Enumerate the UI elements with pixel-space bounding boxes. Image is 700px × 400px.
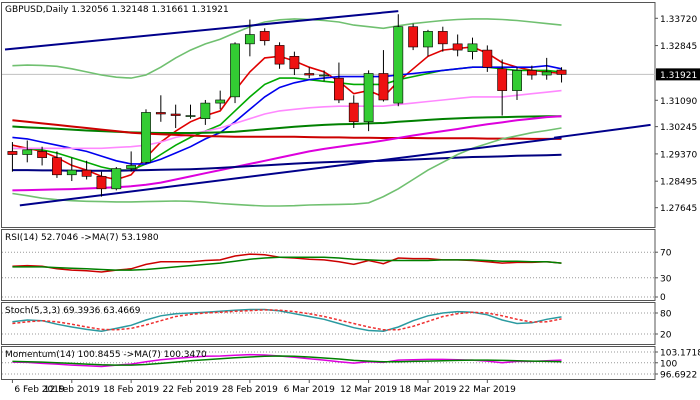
candle-body (66, 169, 77, 176)
candle-body (556, 69, 567, 75)
candle-body (155, 112, 166, 115)
y-tick-label: 1.30245 (660, 123, 697, 133)
candle-body (170, 113, 181, 116)
overlay-line-5 (12, 119, 562, 140)
candle-body (200, 102, 211, 119)
trendline-0 (4, 10, 399, 51)
candle-body (467, 43, 478, 52)
indicator-tick-label: 0 (660, 293, 666, 303)
candle-body (393, 26, 404, 104)
x-tick-label: 28 Feb 2019 (222, 385, 278, 395)
overlay-line-2 (12, 64, 562, 165)
candle-body (304, 73, 315, 76)
candle-body (111, 168, 122, 190)
x-tick-label: 6 Feb 2019 (14, 385, 65, 395)
candle-body (244, 34, 255, 45)
y-tick-label: 1.32845 (660, 42, 697, 52)
candle-body (230, 43, 240, 98)
indicator-tick-label: 70 (660, 249, 672, 259)
candle-body (408, 26, 419, 48)
indicator-title: RSI(14) 52.7046 ->MA(7) 53.1980 (5, 233, 159, 243)
indicator-tick-label: 20 (660, 331, 672, 341)
candle-body (274, 45, 285, 65)
candle-body (185, 115, 196, 117)
candle-body (482, 49, 493, 68)
candle-body (141, 112, 151, 163)
candle-body (497, 68, 508, 91)
overlay-line-4 (12, 115, 562, 134)
y-tick-label: 1.33720 (660, 15, 697, 25)
candle-body (512, 70, 522, 91)
indicator-tick-label: 103.1718 (660, 349, 700, 359)
candle-body (259, 31, 270, 42)
candle-body (452, 43, 463, 51)
indicator-tick-label: 96.6922 (660, 371, 697, 381)
indicator-series-1-1 (12, 256, 562, 271)
x-tick-label: 6 Mar 2019 (284, 385, 336, 395)
candle-body (7, 151, 18, 155)
x-tick-label: 12 Feb 2019 (44, 385, 100, 395)
candle-body (81, 169, 92, 177)
candle-body (126, 165, 137, 169)
x-tick-label: 22 Mar 2019 (459, 385, 516, 395)
candle-body (526, 70, 537, 76)
y-tick-label: 1.29370 (660, 150, 697, 160)
candle-body (378, 73, 389, 101)
overlay-line-7 (12, 153, 562, 172)
y-tick-label: 1.28495 (660, 178, 697, 188)
candle-body (334, 77, 344, 101)
overlay-line-3 (12, 89, 562, 150)
indicator-title: Stoch(5,3,3) 69.3936 63.4669 (5, 306, 141, 316)
candle-body (289, 56, 300, 70)
candle-body (437, 31, 448, 45)
candle-body (215, 99, 226, 104)
candle-body (363, 73, 374, 123)
candle-body (319, 74, 329, 77)
indicator-series-2-0 (12, 308, 562, 332)
indicator-tick-label: 30 (660, 274, 672, 284)
x-tick-label: 18 Mar 2019 (399, 385, 456, 395)
trendline-1 (19, 136, 562, 207)
candle-body (96, 176, 107, 190)
x-tick-label: 18 Feb 2019 (103, 385, 159, 395)
candle-body (423, 31, 433, 48)
candle-body (22, 149, 33, 155)
y-tick-label: 1.27645 (660, 204, 697, 214)
candle-body (37, 151, 48, 158)
x-tick-label: 22 Feb 2019 (163, 385, 219, 395)
overlay-line-9 (12, 127, 562, 207)
candle-body (52, 157, 62, 176)
y-tick-label: 1.31090 (660, 97, 697, 107)
indicator-series-3-1 (12, 355, 562, 366)
chart-title: GBPUSD,Daily 1.32056 1.32148 1.31661 1.3… (5, 5, 229, 15)
last-price-label: 1.31921 (660, 71, 697, 81)
candle-body (348, 102, 359, 123)
indicator-tick-label: 100 (660, 359, 677, 369)
indicator-title: Momentum(14) 100.8455 ->MA(7) 100.3470 (5, 350, 207, 360)
x-tick-label: 12 Mar 2019 (340, 385, 397, 395)
indicator-series-2-1 (12, 309, 562, 331)
overlay-line-8 (12, 18, 562, 79)
last-price-marker (656, 68, 700, 81)
candle-body (541, 71, 552, 76)
trendline-2 (553, 123, 651, 139)
indicator-tick-label: 80 (660, 310, 672, 320)
panel-frame (1, 2, 656, 228)
